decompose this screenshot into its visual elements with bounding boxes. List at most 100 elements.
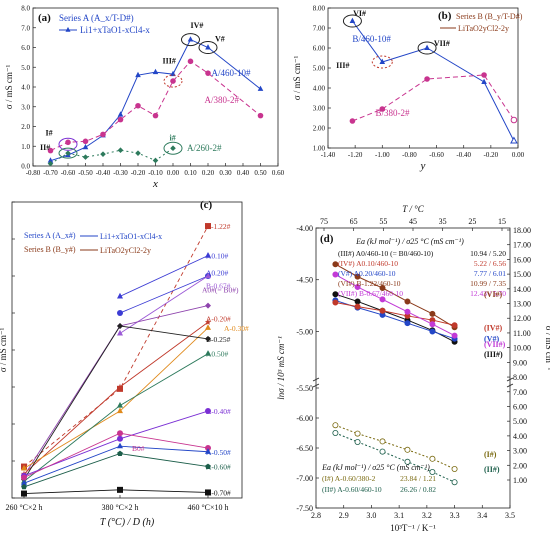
y-tick-label: 0.0 — [21, 163, 30, 171]
y2-tick-label: 11.00 — [513, 329, 531, 338]
axis-break — [506, 377, 514, 382]
y2-tick-label: 16.00 — [513, 255, 531, 264]
x-tick-label: -0.30 — [113, 169, 128, 177]
data-point — [332, 261, 339, 268]
legend-entry: LiTaO2yCl2-2y — [100, 246, 151, 255]
annotation: B/460-10# — [352, 34, 391, 44]
series-label: A-0.20# — [206, 315, 231, 324]
data-point — [332, 299, 339, 306]
top-tick-label: 35 — [439, 217, 447, 226]
data-point — [205, 489, 211, 496]
panel-label: (c) — [200, 199, 213, 211]
top-tick-label: 75 — [320, 217, 328, 226]
x-tick-label: 3.5 — [505, 511, 515, 520]
annotation: i# — [170, 133, 176, 142]
series-line — [335, 263, 455, 328]
x-tick-label: 3.2 — [422, 511, 432, 520]
data-point — [47, 160, 54, 167]
series-line — [119, 275, 209, 334]
data-point — [429, 455, 436, 462]
data-point — [205, 302, 211, 309]
x-tick-label: 3.0 — [366, 511, 376, 520]
x-axis-label: x — [152, 178, 158, 190]
y-tick-label: 1.00 — [313, 145, 326, 153]
x-tick-label: -0.20 — [484, 151, 499, 159]
data-point — [117, 486, 123, 493]
x-tick-label: 3.1 — [394, 511, 404, 520]
data-point — [332, 271, 339, 278]
data-point — [481, 78, 487, 84]
x-tick-label: -1.00 — [375, 151, 390, 159]
y2-axis-label: σ / mS cm⁻¹ — [544, 326, 550, 371]
series-end-label: (I#) — [484, 450, 497, 459]
series-label: A-0.60# — [206, 463, 231, 472]
axis-break — [506, 383, 514, 388]
data-point — [510, 116, 518, 124]
data-point — [429, 310, 436, 317]
data-point — [47, 157, 54, 163]
x-tick-label: 460 °C×10 h — [187, 503, 228, 512]
data-point — [205, 324, 211, 330]
data-point — [451, 479, 458, 486]
x-tick-label: 0.30 — [219, 169, 232, 177]
y-tick-label: 7.0 — [21, 24, 30, 32]
series-line — [23, 325, 209, 480]
x-tick-label: 2.8 — [311, 511, 321, 520]
series-label: B-1.22# — [206, 222, 231, 231]
annotation: A/260-2# — [187, 143, 222, 153]
highlight-ellipse — [58, 137, 78, 151]
panel-label: (a) — [38, 12, 51, 24]
top-tick-label: 25 — [468, 217, 476, 226]
data-point — [117, 430, 123, 437]
y2-tick-label: 7.00 — [513, 388, 527, 397]
data-point — [451, 332, 458, 339]
table-row-label: (VII#) B-0.67/460-10 — [338, 289, 403, 298]
data-point — [21, 464, 27, 471]
table-row-label: (II#) A-0.60/460-10 — [322, 485, 382, 494]
panel-c: 260 °C×2 h 380 °C×2 h 460 °C×10 h T (°C) / … — [0, 199, 249, 528]
legend-entry: Series B (B_y#) — [24, 245, 76, 254]
data-point — [100, 151, 106, 157]
data-point — [451, 465, 458, 472]
table-header: Ea (kJ mol⁻¹) / σ25 °C (mS cm⁻¹) — [355, 237, 464, 246]
highlight-ellipse — [58, 147, 78, 159]
data-point — [424, 44, 430, 50]
y2-tick-label: 8.00 — [513, 373, 527, 382]
plot-frame — [327, 7, 519, 149]
x-tick-label: 2.9 — [339, 511, 349, 520]
x-tick-label: -0.50 — [78, 169, 93, 177]
x-tick-label: -0.40 — [456, 151, 471, 159]
data-point — [205, 70, 211, 76]
x-tick-label: -0.60 — [429, 151, 444, 159]
table-row-value: 10.99 / 7.35 — [470, 279, 506, 288]
series-label: A-0.70# — [206, 488, 231, 497]
y2-tick-label: 15.00 — [513, 270, 531, 279]
panel-label: (d) — [320, 233, 334, 245]
y-tick-label: 6.00 — [313, 45, 326, 53]
series-end-label: (III#) — [484, 350, 503, 359]
data-point — [379, 58, 386, 64]
x-tick-label: -0.20 — [131, 169, 146, 177]
y2-tick-label: 18.00 — [513, 226, 531, 235]
data-point — [205, 408, 211, 415]
data-point — [100, 131, 106, 138]
data-point — [424, 76, 430, 82]
series-end-label: (II#) — [484, 465, 500, 474]
legend-entry: Series A (A_x#) — [24, 231, 76, 240]
y2-tick-label: 13.00 — [513, 300, 531, 309]
series-line — [352, 74, 515, 122]
y2-tick-label: 1.00 — [513, 476, 527, 485]
data-point — [170, 78, 176, 84]
series-end-label: (VI#) — [484, 290, 503, 299]
data-point — [117, 310, 123, 316]
y2-tick-label: 6.00 — [513, 402, 527, 411]
y2-tick-label: 2.00 — [513, 461, 527, 470]
series-line — [50, 147, 174, 165]
legend-marker — [65, 26, 71, 32]
data-point — [117, 435, 123, 442]
data-point — [117, 329, 123, 336]
y2-tick-label: 9.00 — [513, 358, 527, 367]
data-point — [354, 273, 361, 280]
data-point — [379, 284, 386, 291]
x-tick-label: 0.10 — [184, 169, 197, 177]
